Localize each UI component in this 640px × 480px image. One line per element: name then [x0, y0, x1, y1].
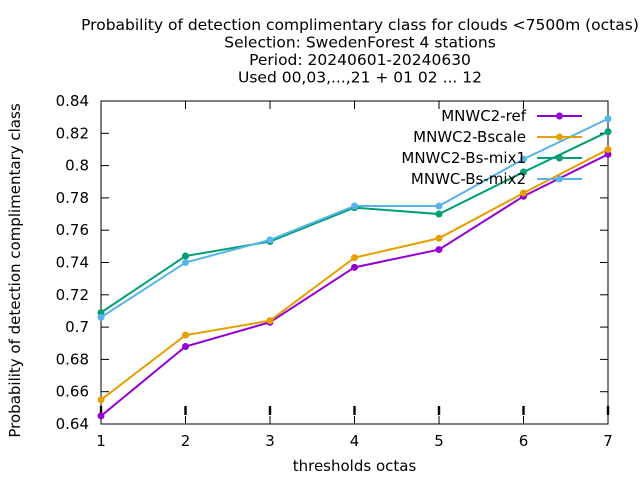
data-point — [351, 263, 358, 271]
x-tick-label: 5 — [434, 432, 444, 450]
data-point — [97, 412, 105, 420]
legend: MNWC2-ref MNWC2-Bscale MNWC2-Bs-mix1 MNWC-B… — [401, 107, 582, 188]
data-point — [435, 246, 443, 254]
legend-swatch-point — [556, 154, 563, 162]
data-point — [435, 210, 443, 218]
data-point — [97, 313, 105, 321]
series-3 — [97, 128, 612, 317]
data-point — [266, 317, 274, 325]
series-line — [100, 117, 609, 319]
data-point — [351, 202, 358, 210]
x-tick-label: 6 — [519, 432, 529, 450]
y-tick-label: 0.76 — [56, 221, 89, 239]
legend-item: MNWC2-Bs-mix1 — [401, 149, 582, 167]
x-axis-label: thresholds octas — [293, 457, 417, 475]
data-point — [97, 309, 105, 317]
data-point — [182, 331, 189, 339]
y-tick-label: 0.64 — [56, 415, 89, 433]
x-tick-label: 2 — [181, 432, 191, 450]
series-group — [97, 115, 612, 420]
legend-swatch-point — [556, 175, 563, 183]
y-tick-label: 0.7 — [65, 318, 89, 336]
data-point — [182, 342, 189, 350]
axis-ticks: 0.64 0.66 0.68 0.7 0.72 0.74 0.76 0.78 0.8 0.82 0.… — [56, 92, 613, 450]
data-point — [604, 128, 612, 136]
title-line: Used 00,03,...,21 + 01 02 ... 12 — [238, 69, 482, 87]
series-1 — [97, 150, 612, 420]
chart-title: Probability of detection complimentary c… — [81, 16, 639, 87]
x-tick-label: 3 — [265, 432, 275, 450]
data-point — [604, 150, 612, 158]
data-point — [97, 396, 105, 404]
legend-label: MNWC2-Bs-mix1 — [401, 149, 526, 167]
data-point — [266, 236, 274, 244]
data-point — [182, 259, 189, 266]
y-tick-label: 0.72 — [56, 286, 89, 304]
x-tick-label: 4 — [350, 432, 360, 450]
data-point — [435, 202, 443, 210]
y-tick-label: 0.68 — [56, 350, 89, 368]
y-tick-label: 0.82 — [56, 124, 89, 142]
series-line — [100, 153, 609, 417]
series-2 — [97, 145, 612, 404]
legend-swatch-point — [556, 112, 563, 120]
legend-swatch-point — [556, 133, 563, 141]
x-tick-label: 1 — [96, 432, 106, 450]
legend-label: MNWC2-Bscale — [413, 128, 526, 146]
y-tick-label: 0.84 — [56, 92, 89, 110]
data-point — [435, 234, 443, 242]
legend-label: MNWC-Bs-mix2 — [411, 170, 526, 188]
x-tick-label: 7 — [603, 432, 613, 450]
legend-item: MNWC-Bs-mix2 — [411, 170, 582, 188]
data-point — [182, 252, 189, 260]
y-axis-label: Probability of detection complimentary c… — [6, 103, 24, 437]
data-point — [604, 115, 612, 123]
series-line — [100, 148, 609, 401]
legend-label: MNWC2-ref — [441, 107, 526, 125]
series-line — [100, 130, 609, 314]
title-line: Selection: SwedenForest 4 stations — [224, 34, 496, 52]
legend-item: MNWC2-ref — [441, 107, 582, 125]
y-tick-label: 0.66 — [56, 383, 89, 401]
title-line: Period: 20240601-20240630 — [249, 51, 471, 69]
data-point — [520, 155, 527, 163]
data-point — [520, 189, 527, 197]
series-4 — [97, 115, 612, 321]
y-tick-label: 0.78 — [56, 189, 89, 207]
data-point — [520, 168, 527, 176]
title-line: Probability of detection complimentary c… — [81, 16, 639, 34]
data-point — [351, 254, 358, 262]
legend-item: MNWC2-Bscale — [413, 128, 582, 146]
y-tick-label: 0.74 — [56, 254, 89, 272]
data-point — [604, 145, 612, 153]
y-tick-label: 0.8 — [65, 157, 89, 175]
